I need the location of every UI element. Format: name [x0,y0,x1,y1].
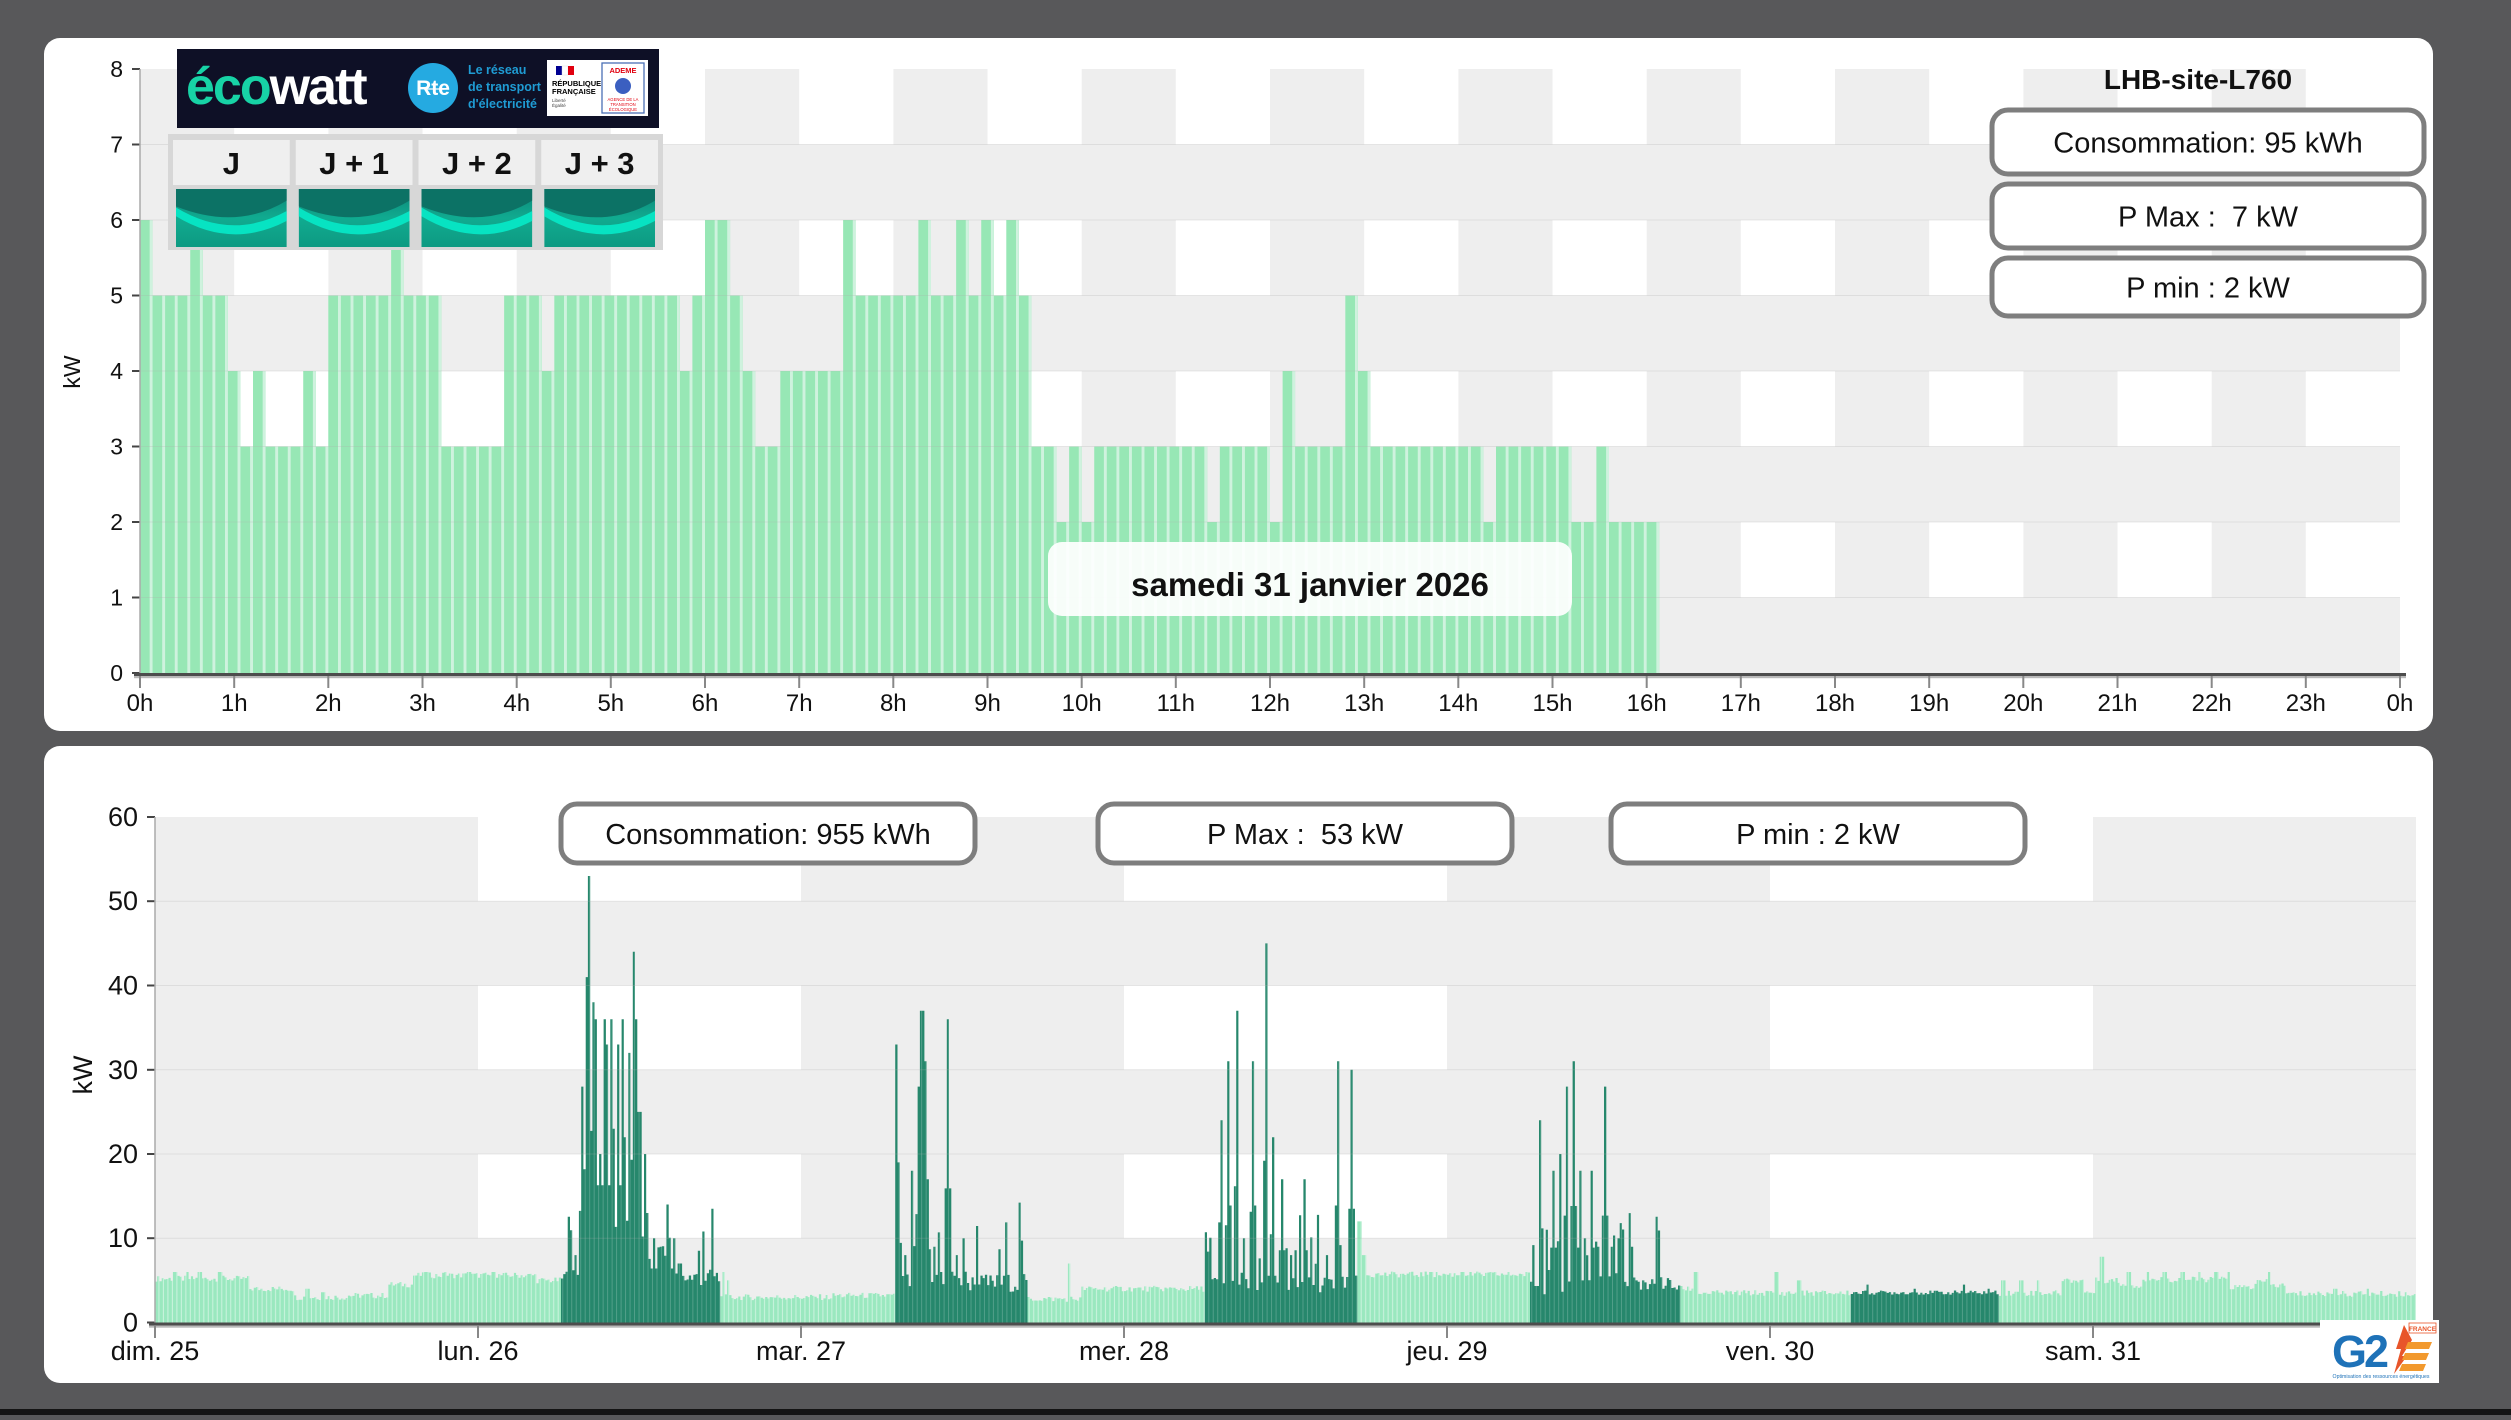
svg-text:7h: 7h [786,690,813,717]
svg-text:FRANCE: FRANCE [2409,1326,2437,1333]
svg-text:FRANÇAISE: FRANÇAISE [552,87,596,96]
svg-text:kW: kW [59,355,85,389]
svg-text:P Max : 53 kW: P Max : 53 kW [1207,819,1404,851]
svg-text:Consommation: 95 kWh: Consommation: 95 kWh [2053,127,2362,159]
svg-text:6: 6 [110,207,123,233]
svg-text:0h: 0h [2387,690,2414,717]
svg-text:8h: 8h [880,690,907,717]
svg-text:10h: 10h [1062,690,1102,717]
svg-text:30: 30 [108,1055,138,1085]
svg-text:J: J [223,146,240,181]
svg-text:8: 8 [110,56,123,82]
svg-text:kW: kW [68,1055,98,1095]
svg-text:RÉPUBLIQUE: RÉPUBLIQUE [552,79,601,88]
svg-text:14h: 14h [1438,690,1478,717]
svg-text:sam. 31: sam. 31 [2045,1336,2141,1366]
svg-text:21h: 21h [2097,690,2137,717]
svg-text:P Max : 7 kW: P Max : 7 kW [2118,201,2299,233]
svg-text:d'électricité: d'électricité [468,97,537,111]
svg-text:17h: 17h [1721,690,1761,717]
svg-text:samedi 31 janvier 2026: samedi 31 janvier 2026 [1131,566,1489,603]
svg-text:22h: 22h [2192,690,2232,717]
svg-text:5h: 5h [597,690,624,717]
svg-text:LHB-site-L760: LHB-site-L760 [2104,64,2292,95]
svg-text:1h: 1h [221,690,248,717]
svg-text:50: 50 [108,886,138,916]
svg-text:5: 5 [110,283,123,309]
svg-text:lun. 26: lun. 26 [437,1336,518,1366]
svg-text:3: 3 [110,434,123,460]
svg-text:ven. 30: ven. 30 [1726,1336,1815,1366]
svg-text:20: 20 [108,1139,138,1169]
svg-text:ÉCOLOGIQUE: ÉCOLOGIQUE [609,107,637,112]
svg-text:4: 4 [110,358,123,384]
svg-text:TRANSITION: TRANSITION [610,102,635,107]
svg-text:40: 40 [108,971,138,1001]
svg-text:18h: 18h [1815,690,1855,717]
svg-text:13h: 13h [1344,690,1384,717]
svg-text:P min : 2 kW: P min : 2 kW [1736,819,1900,851]
svg-text:11h: 11h [1157,690,1195,717]
svg-text:de transport: de transport [468,80,542,94]
svg-text:9h: 9h [974,690,1001,717]
svg-text:19h: 19h [1909,690,1949,717]
svg-text:mer. 28: mer. 28 [1079,1336,1169,1366]
svg-text:J + 1: J + 1 [319,146,389,181]
svg-text:2h: 2h [315,690,342,717]
svg-text:G2: G2 [2332,1326,2388,1377]
svg-text:jeu. 29: jeu. 29 [1405,1336,1487,1366]
svg-text:16h: 16h [1627,690,1667,717]
svg-text:Optimisation des ressources én: Optimisation des ressources énergétiques [2333,1374,2430,1380]
svg-text:dim. 25: dim. 25 [111,1336,200,1366]
svg-text:Liberté: Liberté [552,98,566,103]
svg-text:2: 2 [110,509,123,535]
svg-text:3h: 3h [409,690,436,717]
svg-text:Consommation: 955 kWh: Consommation: 955 kWh [605,819,931,851]
svg-text:J + 2: J + 2 [442,146,512,181]
svg-text:4h: 4h [503,690,530,717]
svg-text:mar. 27: mar. 27 [756,1336,846,1366]
svg-text:écowatt: écowatt [186,58,367,116]
svg-text:AGENCE DE LA: AGENCE DE LA [608,97,639,102]
svg-text:23h: 23h [2286,690,2326,717]
svg-text:60: 60 [108,802,138,832]
svg-text:0: 0 [123,1308,138,1338]
svg-text:ADEME: ADEME [609,66,636,75]
svg-text:Égalité: Égalité [552,102,566,108]
svg-text:0: 0 [110,660,123,686]
svg-text:Le réseau: Le réseau [468,63,526,77]
svg-text:12h: 12h [1250,690,1290,717]
svg-text:10: 10 [108,1223,138,1253]
svg-text:15h: 15h [1532,690,1572,717]
svg-text:P min : 2 kW: P min : 2 kW [2126,272,2290,304]
svg-text:1: 1 [110,585,123,611]
svg-text:20h: 20h [2003,690,2043,717]
svg-text:7: 7 [110,132,123,158]
svg-text:6h: 6h [692,690,719,717]
svg-text:J + 3: J + 3 [565,146,635,181]
svg-text:0h: 0h [127,690,154,717]
